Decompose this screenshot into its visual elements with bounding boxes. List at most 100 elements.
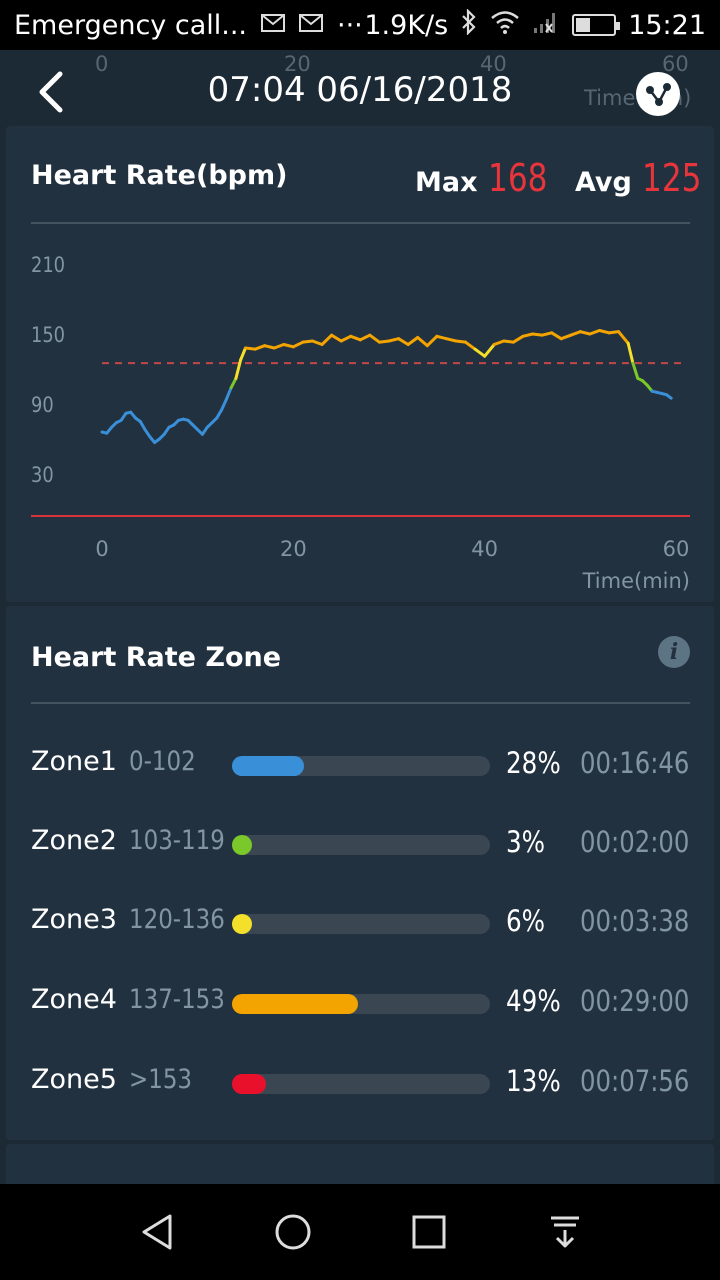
heart-rate-chart: 210 150 90 30 0 20 40 60 Time(min): [31, 253, 690, 593]
zone-percent: 6%: [506, 904, 546, 938]
mail-icon: [299, 13, 324, 38]
zone-percent: 28%: [506, 746, 561, 780]
zone-bar-track: [232, 914, 490, 934]
heart-rate-line-segment: [540, 331, 554, 337]
zone-row-3: Zone3 120-136 6% 00:03:38: [6, 904, 714, 944]
zone-bar-track: [232, 756, 490, 776]
heart-rate-line-segment: [272, 343, 286, 350]
recent-apps-icon[interactable]: [409, 1212, 449, 1252]
heart-rate-title: Heart Rate(bpm): [31, 160, 288, 191]
zone-name: Zone2: [31, 825, 117, 856]
info-icon[interactable]: i: [658, 636, 690, 668]
heart-rate-line-segment: [617, 330, 630, 345]
y-tick-label: 150: [31, 323, 65, 348]
ghost-tick: 20: [284, 52, 311, 76]
notification-pull-icon[interactable]: [545, 1212, 585, 1252]
heart-rate-line-segment: [416, 336, 429, 348]
heart-rate-line-segment: [253, 344, 267, 351]
x-tick-label: 40: [471, 537, 498, 561]
heart-rate-line-segment: [282, 343, 295, 349]
y-tick-label: 90: [31, 393, 54, 418]
zone-time: 00:02:00: [580, 825, 690, 859]
zone-bar-fill: [232, 835, 252, 855]
heart-rate-line-segment: [397, 337, 410, 346]
heart-rate-line-segment: [511, 334, 525, 344]
divider: [31, 702, 690, 704]
share-icon: [646, 83, 671, 106]
share-button[interactable]: [636, 72, 680, 116]
heart-rate-line-segment: [435, 334, 448, 341]
heart-rate-zone-card: Heart Rate Zone i Zone1 0-102 28% 00:16:…: [6, 606, 714, 1140]
system-nav-bar: [0, 1184, 720, 1280]
divider: [31, 222, 690, 224]
heart-rate-line-segment: [578, 330, 592, 336]
zone-bar-track: [232, 994, 490, 1014]
heart-rate-line-segment: [464, 340, 477, 351]
heart-rate-line-segment: [521, 332, 534, 338]
zone-percent: 49%: [506, 984, 561, 1018]
ghost-tick: 40: [480, 52, 507, 76]
status-bar: Emergency call... ··· 1.9K/s 15:21: [0, 0, 720, 50]
zone-title: Heart Rate Zone: [31, 642, 282, 673]
clock: 15:21: [628, 9, 706, 41]
heart-rate-line-segment: [406, 336, 420, 346]
y-tick-label: 30: [31, 463, 54, 488]
heart-rate-line-segment: [215, 408, 224, 420]
max-value: 168: [487, 156, 547, 200]
heart-rate-line-segment: [444, 337, 458, 343]
zone-range: 137-153: [129, 984, 225, 1015]
zone-time: 00:07:56: [580, 1064, 690, 1098]
heart-rate-line-segment: [349, 334, 362, 342]
avg-value: 125: [641, 156, 702, 200]
zone-bar-track: [232, 835, 490, 855]
heart-rate-line-segment: [339, 334, 353, 343]
zone-time: 00:03:38: [580, 904, 690, 938]
zone-percent: 3%: [506, 825, 546, 859]
heart-rate-line-segment: [425, 334, 439, 348]
zone-range: 120-136: [129, 904, 225, 935]
y-tick-label: 210: [31, 253, 65, 278]
heart-rate-line-segment: [492, 339, 506, 346]
zone-row-1: Zone1 0-102 28% 00:16:46: [6, 746, 714, 786]
zone-name: Zone3: [31, 904, 117, 935]
heart-rate-line-segment: [531, 332, 544, 337]
zone-bar-fill: [232, 1074, 266, 1094]
heart-rate-line-segment: [358, 333, 372, 342]
zone-bar-fill: [232, 994, 358, 1014]
max-label: Max: [415, 167, 478, 198]
heart-rate-line-segment: [239, 346, 247, 362]
zone-bar-fill: [232, 756, 304, 776]
ghost-tick: 0: [95, 52, 109, 76]
zone-range: 103-119: [129, 825, 225, 856]
x-tick-label: 60: [663, 537, 690, 561]
back-button[interactable]: [34, 70, 74, 114]
heart-rate-line-segment: [301, 339, 314, 344]
heart-rate-line-segment: [138, 420, 147, 432]
ghost-tick: 60: [662, 52, 689, 76]
heart-rate-line-segment: [664, 393, 673, 400]
heart-rate-line-segment: [454, 339, 468, 344]
mail-icon: [261, 13, 286, 38]
heart-rate-line-segment: [502, 339, 515, 344]
heart-rate-line-segment: [588, 329, 601, 336]
heart-rate-line-segment: [291, 340, 305, 349]
zone-range: 0-102: [129, 746, 196, 777]
heart-rate-line-segment: [220, 397, 228, 412]
signal-icon: [532, 10, 560, 40]
heart-rate-line-segment: [626, 341, 635, 365]
network-speed: 1.9K/s: [364, 9, 449, 41]
heart-rate-line-segment: [387, 337, 401, 343]
heart-rate-line-segment: [224, 386, 233, 401]
back-nav-icon[interactable]: [138, 1212, 178, 1252]
home-nav-icon[interactable]: [273, 1212, 313, 1252]
heart-rate-line-segment: [569, 330, 582, 337]
heart-rate-line-segment: [607, 330, 621, 335]
zone-name: Zone4: [31, 984, 117, 1015]
zone-bar-track: [232, 1074, 490, 1094]
zone-name: Zone5: [31, 1064, 117, 1095]
x-axis-label: Time(min): [582, 569, 690, 593]
chevron-left-icon: [39, 71, 63, 113]
zone-time: 00:29:00: [580, 984, 690, 1018]
heart-rate-line-segment: [550, 331, 563, 341]
zone-range: >153: [129, 1064, 193, 1095]
